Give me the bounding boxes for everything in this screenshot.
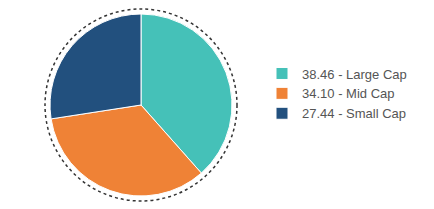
svg-text:34.10 - Mid Cap: 34.10 - Mid Cap bbox=[302, 86, 395, 101]
svg-text:27.44 - Small Cap: 27.44 - Small Cap bbox=[302, 106, 406, 121]
svg-text:38.46 - Large Cap: 38.46 - Large Cap bbox=[302, 67, 407, 82]
